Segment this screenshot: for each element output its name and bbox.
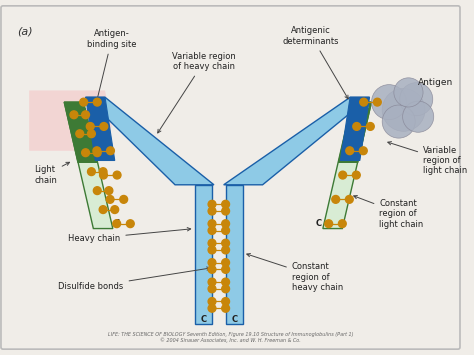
Circle shape	[105, 187, 113, 195]
Circle shape	[208, 207, 216, 215]
Circle shape	[208, 226, 216, 234]
Text: Constant
region of
heavy chain: Constant region of heavy chain	[247, 253, 343, 292]
Polygon shape	[194, 185, 212, 324]
Circle shape	[93, 98, 101, 106]
Circle shape	[208, 266, 216, 273]
Circle shape	[222, 226, 229, 234]
Circle shape	[82, 111, 90, 119]
Circle shape	[332, 196, 339, 203]
Circle shape	[113, 220, 120, 228]
Text: Antigen: Antigen	[418, 78, 454, 87]
Circle shape	[374, 98, 381, 106]
Circle shape	[99, 168, 107, 176]
Text: C: C	[114, 219, 120, 228]
Polygon shape	[86, 97, 214, 185]
Circle shape	[222, 259, 229, 267]
Circle shape	[93, 187, 101, 195]
Circle shape	[346, 196, 353, 203]
Circle shape	[113, 171, 121, 179]
Circle shape	[346, 147, 354, 155]
Polygon shape	[86, 97, 115, 160]
Polygon shape	[340, 97, 370, 160]
Circle shape	[70, 111, 78, 119]
Circle shape	[222, 207, 229, 215]
Circle shape	[208, 246, 216, 254]
Circle shape	[208, 200, 216, 208]
Circle shape	[93, 147, 101, 155]
Text: N: N	[361, 100, 368, 110]
Circle shape	[80, 98, 88, 106]
Text: Disulfide bonds: Disulfide bonds	[58, 267, 210, 291]
Circle shape	[208, 285, 216, 293]
Circle shape	[372, 84, 407, 120]
Circle shape	[353, 122, 361, 130]
Circle shape	[208, 259, 216, 267]
Circle shape	[222, 304, 229, 312]
Circle shape	[360, 98, 368, 106]
Circle shape	[93, 149, 101, 157]
Polygon shape	[338, 102, 372, 163]
Text: Light
chain: Light chain	[34, 162, 70, 185]
Polygon shape	[64, 102, 97, 163]
Circle shape	[222, 285, 229, 293]
Circle shape	[120, 196, 128, 203]
Circle shape	[208, 278, 216, 286]
Text: (a): (a)	[18, 26, 33, 36]
Text: N: N	[84, 100, 91, 110]
Circle shape	[222, 246, 229, 254]
Polygon shape	[29, 91, 112, 151]
Circle shape	[359, 147, 367, 155]
Text: C: C	[200, 316, 206, 324]
Text: Variable
region of
light chain: Variable region of light chain	[388, 142, 467, 175]
Text: C: C	[316, 219, 322, 228]
Circle shape	[111, 206, 118, 213]
Circle shape	[99, 206, 107, 213]
Polygon shape	[224, 97, 370, 185]
Circle shape	[402, 101, 434, 132]
Circle shape	[208, 297, 216, 305]
Circle shape	[106, 196, 114, 203]
Circle shape	[339, 171, 346, 179]
Circle shape	[353, 171, 360, 179]
Circle shape	[222, 266, 229, 273]
Circle shape	[382, 88, 425, 131]
Circle shape	[88, 168, 95, 176]
FancyBboxPatch shape	[1, 6, 460, 349]
Circle shape	[222, 278, 229, 286]
Circle shape	[208, 220, 216, 228]
Circle shape	[400, 83, 433, 116]
Text: Variable region
of heavy chain: Variable region of heavy chain	[158, 51, 236, 133]
Circle shape	[394, 78, 423, 107]
Circle shape	[100, 171, 108, 179]
Circle shape	[127, 220, 134, 228]
Polygon shape	[226, 185, 243, 324]
Circle shape	[82, 149, 90, 157]
Text: Antigenic
determinants: Antigenic determinants	[283, 26, 348, 99]
Circle shape	[222, 200, 229, 208]
Text: Constant
region of
light chain: Constant region of light chain	[354, 196, 424, 229]
Circle shape	[325, 220, 333, 228]
Circle shape	[208, 239, 216, 247]
Circle shape	[76, 130, 83, 138]
Circle shape	[222, 239, 229, 247]
Circle shape	[222, 220, 229, 228]
Text: Heavy chain: Heavy chain	[68, 228, 191, 243]
Circle shape	[88, 130, 95, 138]
Circle shape	[100, 122, 108, 130]
Text: C: C	[231, 316, 237, 324]
Circle shape	[208, 304, 216, 312]
Circle shape	[382, 105, 415, 138]
Polygon shape	[323, 102, 372, 229]
Polygon shape	[64, 102, 113, 229]
Text: LIFE: THE SCIENCE OF BIOLOGY Seventh Edition, Figure 19.10 Structure of Immunogl: LIFE: THE SCIENCE OF BIOLOGY Seventh Edi…	[108, 332, 353, 343]
Circle shape	[86, 122, 94, 130]
Circle shape	[366, 122, 374, 130]
Circle shape	[107, 147, 114, 155]
Circle shape	[222, 297, 229, 305]
Text: N: N	[94, 100, 101, 110]
Text: Antigen-
binding site: Antigen- binding site	[87, 29, 137, 103]
Circle shape	[338, 220, 346, 228]
